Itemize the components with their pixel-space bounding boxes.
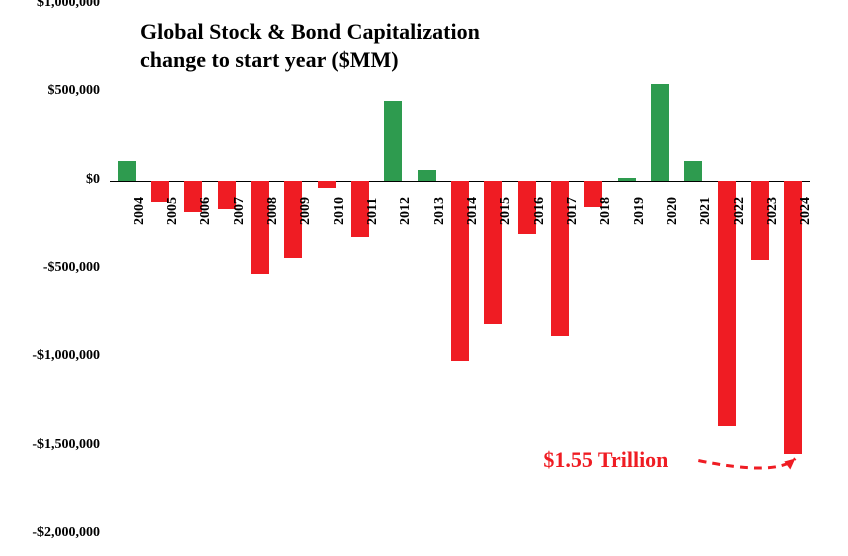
x-tick-label: 2022 [732,197,748,225]
annotation-text: $1.55 Trillion [543,447,668,472]
x-tick-label: 2024 [798,197,814,225]
bar [118,161,136,180]
chart-title-line2: change to start year ($MM) [140,47,399,72]
bar [251,181,269,275]
bar [418,170,436,181]
y-tick-label: $1,000,000 [10,0,100,11]
bar [684,161,702,180]
x-tick-label: 2004 [132,197,148,225]
x-tick-label: 2021 [698,197,714,225]
x-tick-label: 2008 [265,197,281,225]
x-tick-label: 2005 [165,197,181,225]
y-tick-label: $0 [10,172,100,188]
x-tick-label: 2018 [598,197,614,225]
x-tick-label: 2017 [565,197,581,225]
y-tick-label: -$500,000 [10,260,100,276]
chart-title-line1: Global Stock & Bond Capitalization [140,19,480,44]
x-tick-label: 2007 [232,197,248,225]
y-tick-label: -$1,000,000 [10,348,100,364]
y-tick-label: $500,000 [10,83,100,99]
bar [318,181,336,188]
annotation-label: $1.55 Trillion [543,447,668,473]
x-tick-label: 2014 [465,197,481,225]
bar [618,178,636,181]
bar [651,84,669,181]
x-tick-label: 2023 [765,197,781,225]
x-tick-label: 2006 [198,197,214,225]
x-tick-label: 2011 [365,197,381,224]
x-tick-label: 2009 [298,197,314,225]
y-tick-label: -$2,000,000 [10,525,100,541]
bar [384,101,402,181]
x-tick-label: 2019 [632,197,648,225]
x-tick-label: 2016 [532,197,548,225]
x-tick-label: 2015 [498,197,514,225]
x-tick-label: 2012 [398,197,414,225]
bar-chart: $1,000,000 $500,000 $0 -$500,000 -$1,000,000… [0,0,848,556]
y-tick-label: -$1,500,000 [10,437,100,453]
x-tick-label: 2020 [665,197,681,225]
x-tick-label: 2010 [332,197,348,225]
chart-title: Global Stock & Bond Capitalization change… [140,18,480,73]
x-tick-label: 2013 [432,197,448,225]
